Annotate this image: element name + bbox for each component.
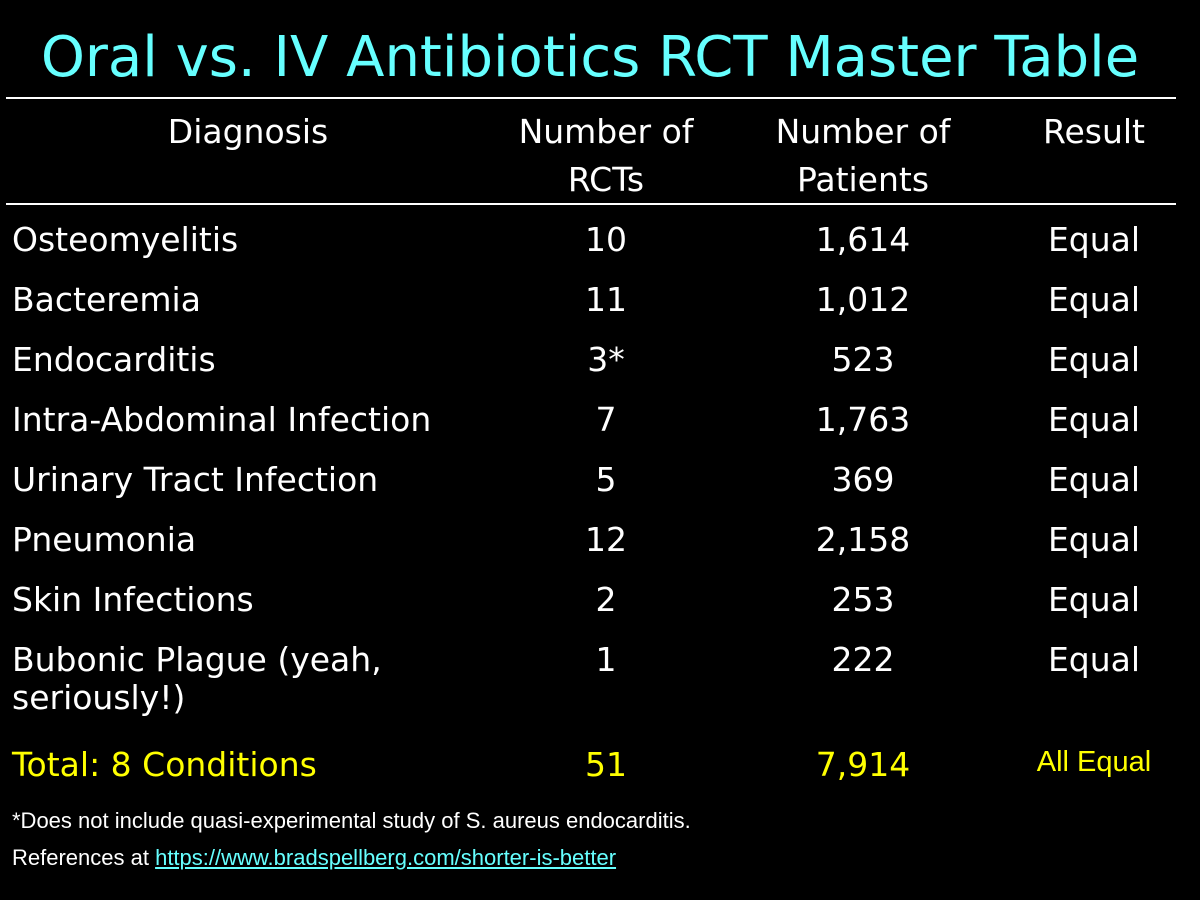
cell-patients: 1,012 bbox=[815, 280, 911, 319]
cell-diagnosis: Endocarditis bbox=[12, 340, 216, 379]
cell-rcts: 7 bbox=[595, 400, 617, 439]
cell-diagnosis: Skin Infections bbox=[12, 580, 254, 619]
header-patients-line1: Number of bbox=[775, 112, 951, 151]
cell-rcts: 2 bbox=[595, 580, 617, 619]
cell-patients: 253 bbox=[831, 580, 895, 619]
cell-result: Equal bbox=[1047, 340, 1141, 379]
references-prefix: References at bbox=[12, 845, 156, 870]
cell-rcts: 5 bbox=[595, 460, 617, 499]
total-patients: 7,914 bbox=[815, 745, 911, 784]
cell-patients: 523 bbox=[831, 340, 895, 379]
header-diagnosis-label: Diagnosis bbox=[167, 112, 329, 151]
table-row: Bacteremia 11 1,012 Equal bbox=[0, 270, 1200, 330]
header-number-of-patients: Number of Patients bbox=[748, 108, 978, 204]
header-diagnosis: Diagnosis bbox=[128, 108, 368, 156]
cell-diagnosis: Bubonic Plague (yeah, seriously!) bbox=[12, 640, 382, 717]
references-line: References at https://www.bradspellberg.… bbox=[12, 843, 616, 873]
cell-patients: 2,158 bbox=[815, 520, 911, 559]
table-row: Pneumonia 12 2,158 Equal bbox=[0, 510, 1200, 570]
total-rcts: 51 bbox=[585, 745, 627, 784]
header-number-of-rcts: Number of RCTs bbox=[490, 108, 722, 204]
header-result-label: Result bbox=[1043, 112, 1145, 151]
cell-rcts: 1 bbox=[595, 640, 617, 679]
cell-result: Equal bbox=[1047, 580, 1141, 619]
header-result: Result bbox=[1010, 108, 1178, 156]
table-row: Bubonic Plague (yeah, seriously!) 1 222 … bbox=[0, 630, 1200, 720]
top-divider bbox=[6, 97, 1176, 99]
cell-rcts: 3* bbox=[587, 340, 625, 379]
cell-result: Equal bbox=[1047, 520, 1141, 559]
cell-result: Equal bbox=[1047, 220, 1141, 259]
table-body: Osteomyelitis 10 1,614 Equal Bacteremia … bbox=[0, 210, 1200, 720]
table-row: Endocarditis 3* 523 Equal bbox=[0, 330, 1200, 390]
cell-diagnosis: Urinary Tract Infection bbox=[12, 460, 379, 499]
total-result: All Equal bbox=[1036, 746, 1152, 778]
table-row: Intra-Abdominal Infection 7 1,763 Equal bbox=[0, 390, 1200, 450]
header-patients-line2: Patients bbox=[796, 160, 930, 199]
header-divider bbox=[6, 203, 1176, 205]
table-row: Osteomyelitis 10 1,614 Equal bbox=[0, 210, 1200, 270]
cell-result: Equal bbox=[1047, 640, 1141, 679]
cell-diagnosis: Intra-Abdominal Infection bbox=[12, 400, 432, 439]
table-total-row: Total: 8 Conditions 51 7,914 All Equal bbox=[0, 735, 1200, 795]
slide-title: Oral vs. IV Antibiotics RCT Master Table bbox=[40, 25, 1140, 90]
cell-patients: 1,614 bbox=[815, 220, 911, 259]
table-row: Skin Infections 2 253 Equal bbox=[0, 570, 1200, 630]
cell-diagnosis: Bacteremia bbox=[12, 280, 201, 319]
total-diagnosis: Total: 8 Conditions bbox=[12, 745, 317, 784]
references-link[interactable]: https://www.bradspellberg.com/shorter-is… bbox=[155, 845, 617, 870]
cell-patients: 1,763 bbox=[815, 400, 911, 439]
cell-patients: 369 bbox=[831, 460, 895, 499]
cell-diagnosis: Pneumonia bbox=[12, 520, 197, 559]
cell-rcts: 11 bbox=[585, 280, 627, 319]
cell-result: Equal bbox=[1047, 280, 1141, 319]
footnote: *Does not include quasi-experimental stu… bbox=[12, 808, 691, 833]
cell-diagnosis: Osteomyelitis bbox=[12, 220, 239, 259]
cell-rcts: 12 bbox=[585, 520, 627, 559]
header-rcts-line1: Number of bbox=[518, 112, 694, 151]
cell-result: Equal bbox=[1047, 400, 1141, 439]
cell-result: Equal bbox=[1047, 460, 1141, 499]
cell-patients: 222 bbox=[831, 640, 895, 679]
cell-rcts: 10 bbox=[585, 220, 627, 259]
table-row: Urinary Tract Infection 5 369 Equal bbox=[0, 450, 1200, 510]
header-rcts-line2: RCTs bbox=[567, 160, 645, 199]
